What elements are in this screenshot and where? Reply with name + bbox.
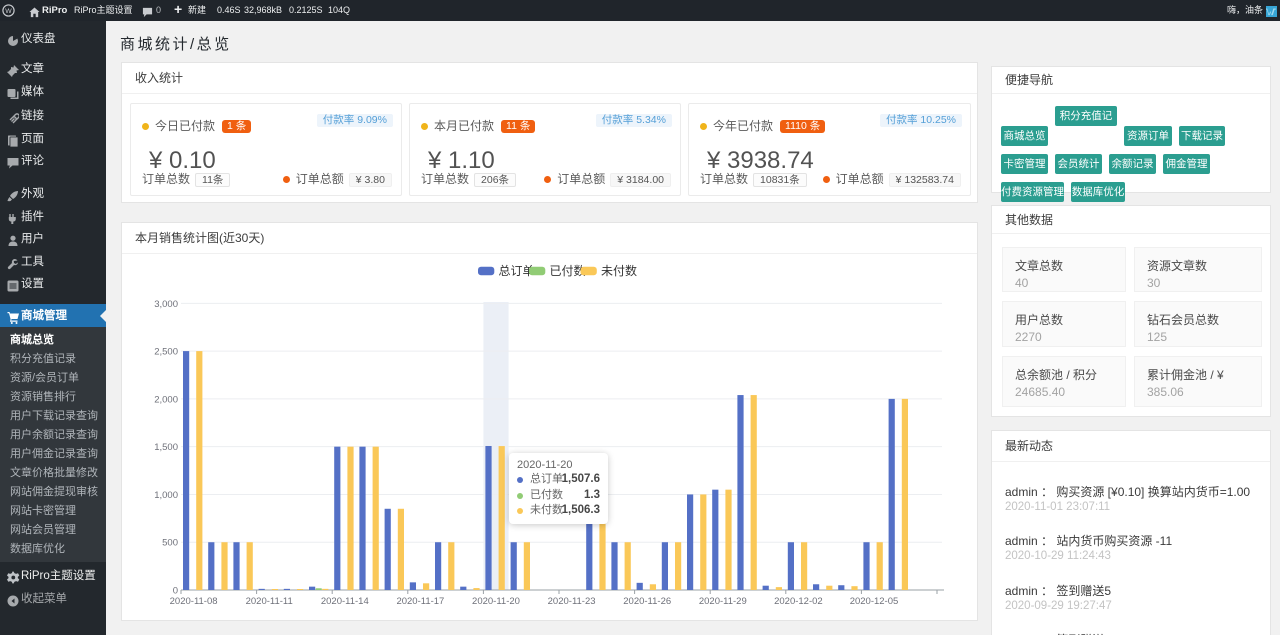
svg-text:2020-11-08: 2020-11-08 <box>170 596 218 607</box>
svg-text:2020-12-02: 2020-12-02 <box>774 596 823 607</box>
svg-text:1,500: 1,500 <box>154 442 178 453</box>
svg-text:2,500: 2,500 <box>154 347 178 358</box>
svg-text:0: 0 <box>173 586 178 597</box>
svg-text:2020-11-14: 2020-11-14 <box>321 596 369 607</box>
svg-text:已付数: 已付数 <box>550 263 586 278</box>
svg-text:2020-11-11: 2020-11-11 <box>246 596 293 607</box>
svg-text:3,000: 3,000 <box>154 299 178 310</box>
svg-text:W: W <box>5 8 12 15</box>
svg-text:2,000: 2,000 <box>154 394 178 405</box>
svg-text:2020-11-29: 2020-11-29 <box>699 596 747 607</box>
svg-text:2020-12-05: 2020-12-05 <box>850 596 899 607</box>
svg-text:2020-11-23: 2020-11-23 <box>548 596 596 607</box>
svg-text:1,000: 1,000 <box>154 490 178 501</box>
svg-text:总订单: 总订单 <box>499 264 535 278</box>
svg-text:500: 500 <box>162 538 178 549</box>
svg-text:2020-11-26: 2020-11-26 <box>623 596 671 607</box>
svg-text:未付数: 未付数 <box>601 263 637 278</box>
svg-text:2020-11-20: 2020-11-20 <box>472 596 520 607</box>
svg-text:2020-11-17: 2020-11-17 <box>396 596 444 607</box>
